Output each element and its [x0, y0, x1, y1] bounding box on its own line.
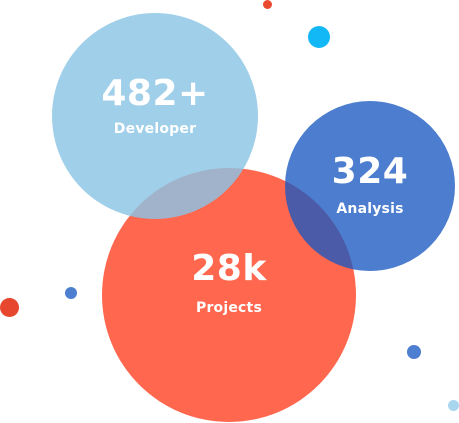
developer-stat-bubble: 482+ Developer: [52, 13, 258, 219]
analysis-stat-bubble: 324 Analysis: [285, 101, 455, 271]
decorative-dot-cyan: [308, 26, 330, 48]
decorative-dot-blue-left: [65, 287, 77, 299]
developer-stat-label: Developer: [113, 121, 197, 137]
analysis-stat-value: 324: [331, 150, 409, 192]
decorative-dot-red-top: [263, 0, 272, 9]
decorative-dot-red-left: [0, 298, 19, 317]
analysis-stat-label: Analysis: [336, 200, 404, 217]
decorative-dot-light-blue: [448, 400, 459, 411]
decorative-dot-blue-right: [407, 345, 421, 359]
projects-stat-label: Projects: [195, 299, 262, 316]
projects-stat-value: 28k: [191, 247, 267, 289]
developer-stat-value: 482+: [101, 73, 209, 114]
